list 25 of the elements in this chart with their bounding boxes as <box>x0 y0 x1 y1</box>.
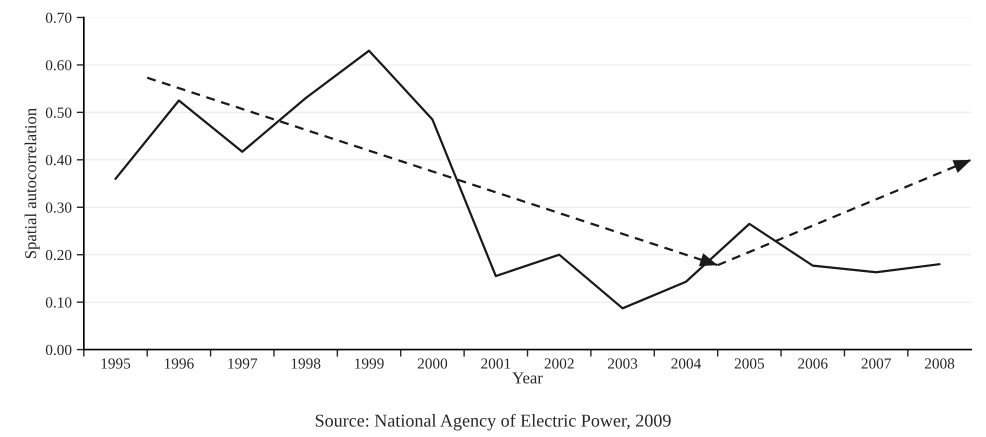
x-tick-label: 2008 <box>924 358 954 369</box>
y-tick-label: 0.50 <box>46 108 72 118</box>
x-tick-label: 1996 <box>164 358 194 369</box>
y-tick-label: 0.70 <box>46 12 72 23</box>
x-tick-label: 2002 <box>544 358 574 369</box>
y-tick-label: 0.20 <box>46 250 72 260</box>
x-tick-label: 2004 <box>671 358 702 369</box>
x-tick-label: 2006 <box>798 358 828 369</box>
x-tick-label: 1998 <box>292 358 320 369</box>
y-tick-label: 0.40 <box>46 154 72 166</box>
x-tick-label: 2003 <box>608 358 638 369</box>
x-tick-label: 2005 <box>734 358 764 369</box>
x-tick-label: 2001 <box>481 358 510 369</box>
y-tick-label: 0.60 <box>46 60 72 70</box>
x-tick-label: 2007 <box>862 358 891 369</box>
y-tick-label: 0.10 <box>46 297 72 308</box>
y-tick-label: 0.30 <box>46 202 72 213</box>
y-axis-title: Spatial autocorrelation <box>24 108 40 258</box>
x-axis-title: Year <box>512 372 543 384</box>
x-tick-label: 1997 <box>228 358 258 369</box>
x-tick-label: 1999 <box>355 358 384 369</box>
source-note: Source: National Agency of Electric Power, 2009 <box>316 414 671 430</box>
x-tick-label: 2000 <box>418 358 448 369</box>
y-tick-label: 0.00 <box>46 344 72 356</box>
x-tick-label: 1995 <box>102 358 130 369</box>
